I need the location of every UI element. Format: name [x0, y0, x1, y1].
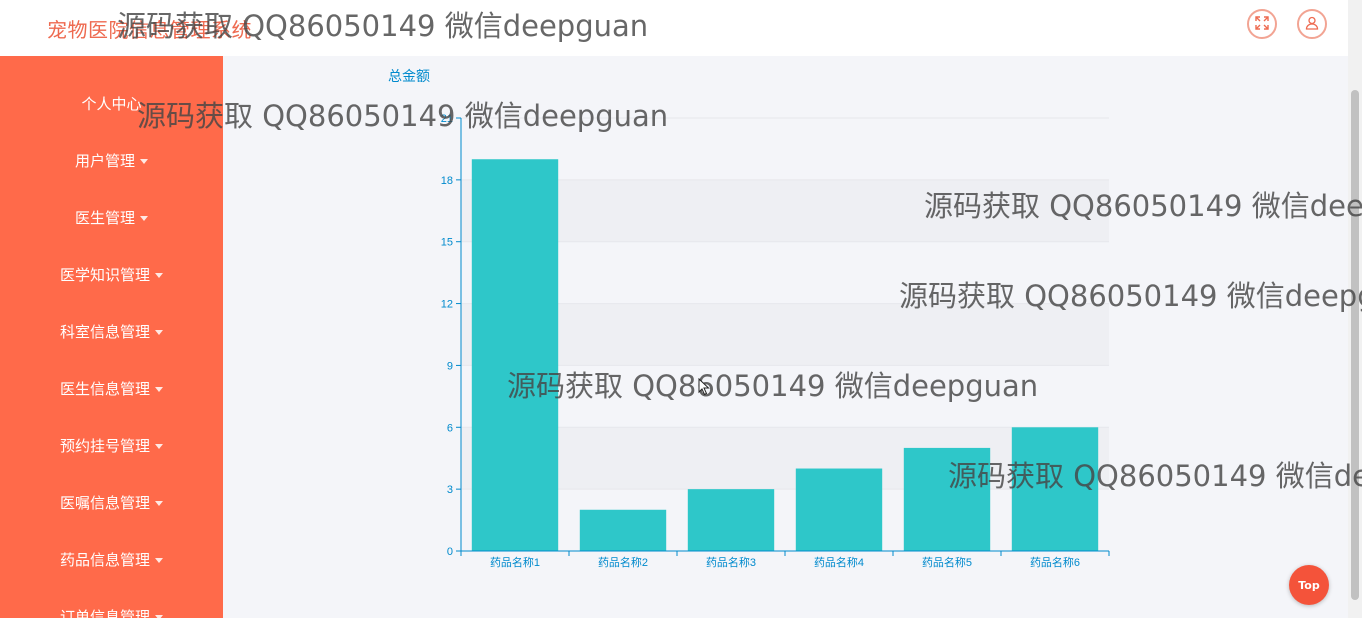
sidebar-item-label: 医学知识管理: [59, 266, 150, 284]
y-tick-label: 0: [447, 546, 453, 558]
caret-down-icon: [155, 558, 163, 563]
y-tick-label: 12: [441, 299, 453, 311]
fullscreen-button[interactable]: [1247, 9, 1277, 39]
y-tick-label: 6: [447, 422, 453, 434]
sidebar-item-label: 医生管理: [74, 209, 135, 227]
y-tick-label: 9: [447, 360, 453, 372]
y-tick-label: 18: [441, 175, 453, 187]
grid-band: [461, 427, 1109, 490]
top-header: 宠物医院信息管理系统: [0, 0, 1348, 56]
sidebar-item-medical-orders[interactable]: 医嘱信息管理: [0, 474, 223, 531]
grid-band: [461, 179, 1109, 242]
sidebar-item-drug-info[interactable]: 药品信息管理: [0, 531, 223, 588]
bar-6: [1011, 427, 1099, 551]
caret-down-icon: [155, 615, 163, 618]
sidebar-item-user-management[interactable]: 用户管理: [0, 132, 223, 189]
caret-down-icon: [155, 273, 163, 278]
caret-down-icon: [155, 330, 163, 335]
x-tick-label: 药品名称2: [598, 555, 648, 569]
x-tick-label: 药品名称1: [490, 555, 540, 569]
sidebar-item-medical-knowledge[interactable]: 医学知识管理: [0, 246, 223, 303]
sidebar-item-doctor-info[interactable]: 医生信息管理: [0, 360, 223, 417]
caret-down-icon: [140, 159, 148, 164]
x-tick-label: 药品名称3: [706, 555, 756, 569]
sidebar-item-appointments[interactable]: 预约挂号管理: [0, 417, 223, 474]
sidebar-item-label: 医嘱信息管理: [59, 494, 150, 512]
y-tick-label: 15: [441, 237, 453, 249]
sidebar-item-label: 用户管理: [74, 152, 135, 170]
bar-3: [687, 489, 775, 551]
bar-5: [903, 447, 991, 551]
y-tick-label: 3: [447, 484, 453, 496]
user-button[interactable]: [1297, 9, 1327, 39]
user-icon: [1305, 15, 1319, 34]
mouse-cursor-icon: [698, 378, 710, 396]
sidebar-item-label: 订单信息管理: [59, 608, 150, 618]
sidebar-item-order-info[interactable]: 订单信息管理: [0, 588, 223, 618]
sidebar-item-personal-center[interactable]: 个人中心: [0, 75, 223, 132]
sidebar-item-label: 个人中心: [81, 95, 142, 113]
fullscreen-icon: [1255, 15, 1269, 34]
bar-1: [471, 159, 559, 551]
scrollbar-thumb[interactable]: [1351, 90, 1359, 600]
back-to-top-button[interactable]: Top: [1289, 565, 1329, 605]
x-tick-label: 药品名称5: [922, 555, 972, 569]
sidebar: 个人中心 用户管理 医生管理 医学知识管理 科室信息管理 医生信息管理 预约挂号…: [0, 56, 223, 618]
app-title: 宠物医院信息管理系统: [47, 18, 252, 42]
caret-down-icon: [140, 216, 148, 221]
x-tick-label: 药品名称4: [814, 555, 864, 569]
bar-4: [795, 468, 883, 551]
grid-band: [461, 303, 1109, 366]
caret-down-icon: [155, 501, 163, 506]
caret-down-icon: [155, 387, 163, 392]
chart-title: 总金额: [388, 68, 430, 84]
sidebar-item-label: 医生信息管理: [59, 380, 150, 398]
bar-2: [579, 509, 667, 551]
x-tick-label: 药品名称6: [1030, 555, 1080, 569]
sidebar-item-doctor-management[interactable]: 医生管理: [0, 189, 223, 246]
sidebar-item-label: 药品信息管理: [59, 551, 150, 569]
y-tick-label: 21: [441, 113, 453, 125]
caret-down-icon: [155, 444, 163, 449]
sidebar-item-label: 预约挂号管理: [59, 437, 150, 455]
sidebar-item-department-info[interactable]: 科室信息管理: [0, 303, 223, 360]
vertical-scrollbar[interactable]: [1348, 0, 1362, 618]
sidebar-item-label: 科室信息管理: [59, 323, 150, 341]
